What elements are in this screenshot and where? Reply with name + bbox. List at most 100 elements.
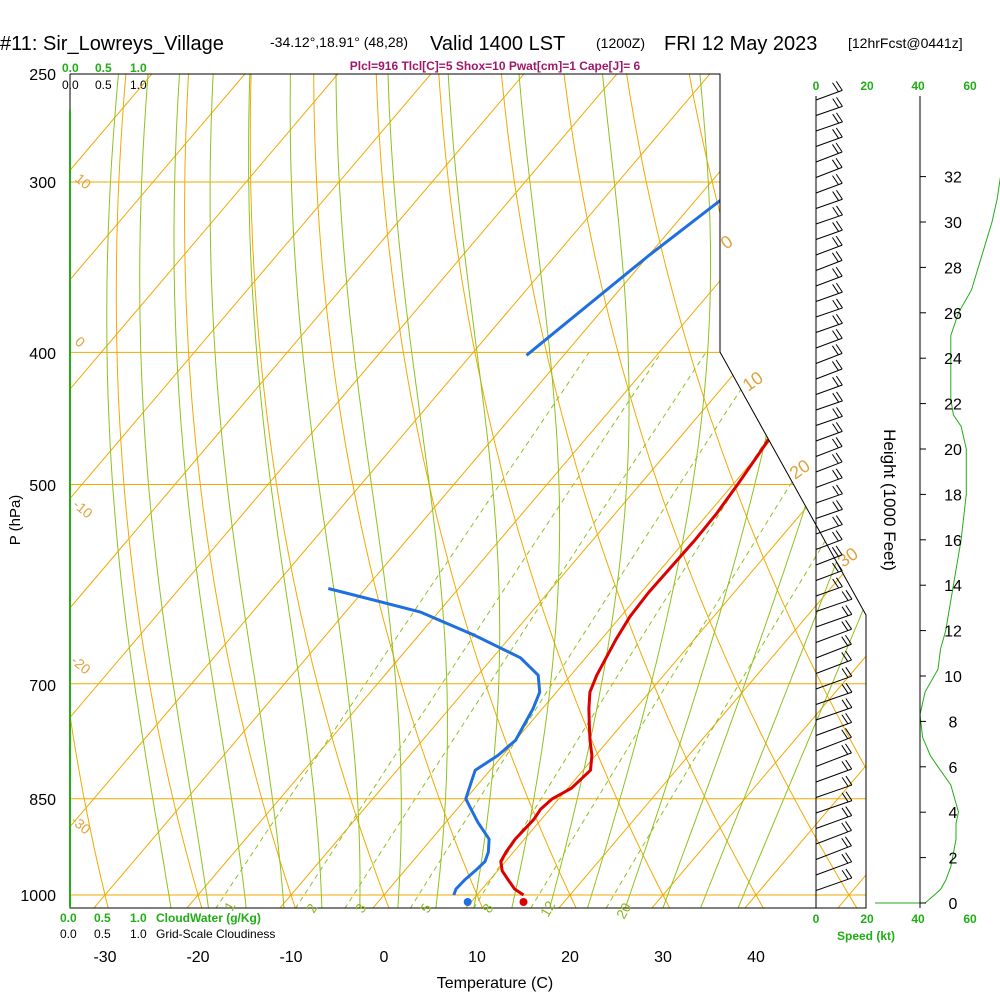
height-tick-30: 30 — [944, 215, 962, 232]
wind-barb-feather — [832, 284, 840, 294]
height-tick-14: 14 — [944, 578, 962, 595]
zulu-time: (1200Z) — [596, 35, 645, 51]
wind-barb-feather — [841, 606, 849, 616]
wind-barb — [815, 337, 843, 349]
wind-barb-feather — [845, 619, 852, 630]
speed-tick-bottom-40: 40 — [911, 912, 925, 926]
dry-adiabat-line — [435, 74, 679, 908]
temp-tick-0: 0 — [380, 949, 389, 966]
wind-barb-feather — [845, 605, 853, 615]
moist-adiabat-line — [335, 74, 402, 908]
wind-barb — [815, 415, 843, 426]
temp-tick-m20: -20 — [186, 949, 209, 966]
temp-tick-30: 30 — [654, 949, 672, 966]
isotherm-line — [545, 74, 866, 908]
moist-adiabat-line — [248, 74, 323, 908]
wind-barb — [815, 275, 843, 287]
wind-barb-feather — [835, 220, 843, 231]
height-tick-6: 6 — [949, 760, 958, 777]
wind-barb-feather — [832, 144, 839, 154]
wind-barb-feather — [841, 807, 849, 818]
pressure-tick-400: 400 — [29, 346, 56, 363]
wind-barb-feather — [836, 407, 843, 417]
wind-barb-feather — [845, 666, 853, 677]
moist-adiabat-line — [544, 74, 630, 908]
wind-barb — [815, 554, 843, 566]
mixing-ratio-label-3: 3 — [352, 901, 370, 916]
wind-barb-feather — [832, 469, 839, 480]
wind-barb-feather — [845, 791, 853, 801]
height-tick-0: 0 — [949, 896, 958, 913]
speed-tick-bottom-60: 60 — [963, 912, 977, 926]
height-axis-label: Height (1000 Feet) — [880, 429, 899, 571]
wind-barb-feather — [832, 113, 840, 124]
wind-barb-feather — [841, 869, 849, 880]
wind-barb-feather — [841, 699, 849, 710]
wind-barb-feather — [832, 531, 839, 542]
wind-barb — [815, 259, 843, 271]
wind-barb-feather — [835, 437, 843, 447]
wind-barb — [815, 508, 843, 519]
isotherm-line — [70, 74, 102, 908]
station-coords: -34.12°,18.91° (48,28) — [270, 34, 408, 50]
wind-barb-feather — [835, 561, 843, 571]
cloud-scale-bottom-black-2: 1.0 — [130, 927, 147, 941]
mixing-ratio-label-8: 8 — [479, 901, 497, 916]
height-tick-2: 2 — [949, 851, 958, 868]
wind-barb-feather — [841, 714, 849, 725]
wind-barb-feather — [832, 82, 839, 93]
surface-dewpoint-marker — [463, 898, 472, 906]
speed-tick-bottom-0: 0 — [813, 912, 820, 926]
dry-adiabat-line — [115, 74, 207, 908]
wind-barb-feather — [832, 237, 839, 247]
wind-barb-feather — [841, 684, 849, 694]
moist-adiabat-line — [730, 74, 866, 908]
isotherm-line — [0, 25, 8, 924]
temp-tick-10: 10 — [468, 949, 486, 966]
speed-scale-bottom: 0 20 40 60 — [813, 912, 977, 926]
wind-barb-feather — [835, 142, 843, 153]
wind-barb — [815, 89, 843, 101]
wind-barb — [815, 691, 853, 705]
dry-adiabat-line — [802, 74, 866, 908]
wind-barb — [815, 368, 843, 380]
wind-barbs — [815, 81, 853, 891]
wind-barb — [815, 524, 843, 535]
wind-barb-feather — [841, 822, 849, 833]
wind-barb-feather — [836, 313, 843, 324]
wind-barb-feather — [832, 268, 839, 278]
moist-adiabat-line — [582, 74, 712, 908]
speed-tick-top-0: 0 — [813, 79, 820, 93]
cloud-scale-top-black-2: 1.0 — [130, 78, 147, 92]
series-dewpoint — [327, 587, 542, 896]
wind-barb — [815, 214, 843, 225]
wind-barb-feather — [845, 634, 852, 645]
mixing-ratio-label-20: 20 — [613, 900, 635, 922]
isotherm-line — [70, 74, 195, 908]
wind-barb-feather — [835, 251, 843, 261]
moist-adiabat-line — [209, 74, 286, 908]
wind-barb-feather — [835, 282, 843, 293]
wind-barb-feather — [845, 698, 853, 708]
height-tick-28: 28 — [944, 260, 962, 277]
cloud-scale-top-green-1: 0.5 — [95, 61, 112, 75]
wind-barb-feather — [841, 761, 849, 771]
wind-barb-feather — [832, 315, 840, 325]
wind-barb-feather — [832, 191, 840, 201]
wind-barb — [815, 229, 843, 240]
wind-barb-feather — [832, 408, 840, 418]
wind-barb-feather — [836, 391, 843, 402]
wind-barb — [815, 182, 843, 194]
cloud-scale-top-green-0: 0.0 — [62, 61, 79, 75]
isotherm-line — [70, 74, 753, 908]
wind-barb-feather — [832, 392, 840, 403]
wind-barb-feather — [845, 743, 852, 754]
mixing-ratio-label-5: 5 — [417, 901, 435, 916]
temp-tick-m10: -10 — [279, 949, 302, 966]
temperature-axis: -30 -20 -10 0 10 20 30 40 — [93, 949, 765, 966]
isotherm-line — [70, 74, 567, 908]
wind-barb-feather — [831, 345, 839, 356]
wind-speed-profile — [875, 176, 1000, 904]
